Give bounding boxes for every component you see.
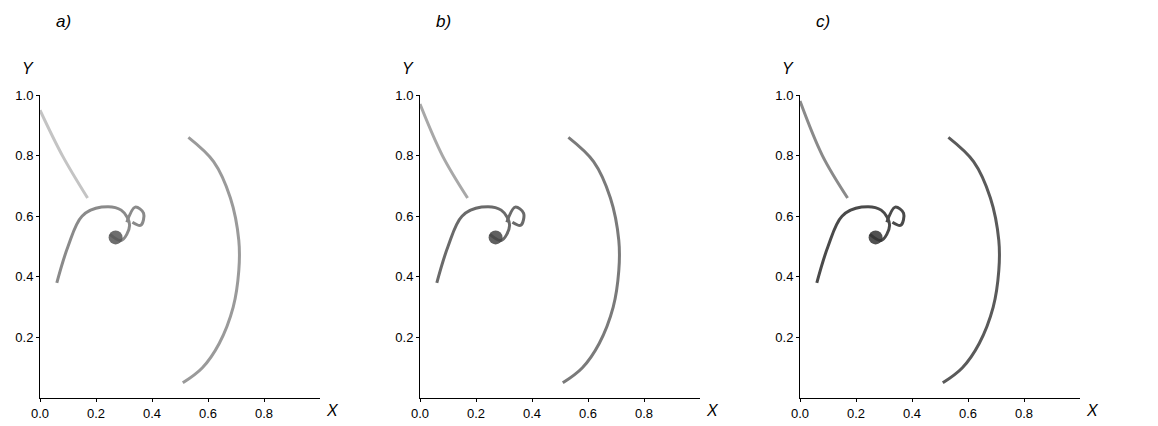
svg-text:0.6: 0.6 bbox=[15, 209, 33, 224]
svg-text:Y: Y bbox=[22, 60, 34, 77]
svg-text:0.6: 0.6 bbox=[199, 406, 217, 421]
svg-text:1.0: 1.0 bbox=[395, 88, 413, 103]
svg-text:0.4: 0.4 bbox=[903, 406, 921, 421]
svg-text:0.8: 0.8 bbox=[395, 148, 413, 163]
svg-text:0.2: 0.2 bbox=[467, 406, 485, 421]
svg-text:0.4: 0.4 bbox=[775, 269, 793, 284]
svg-text:0.8: 0.8 bbox=[255, 406, 273, 421]
svg-text:Y: Y bbox=[402, 60, 414, 77]
svg-text:0.6: 0.6 bbox=[579, 406, 597, 421]
svg-text:0.8: 0.8 bbox=[1015, 406, 1033, 421]
svg-text:X: X bbox=[706, 402, 719, 419]
svg-text:1.0: 1.0 bbox=[775, 88, 793, 103]
svg-text:X: X bbox=[326, 402, 339, 419]
svg-text:0.6: 0.6 bbox=[959, 406, 977, 421]
svg-text:0.0: 0.0 bbox=[791, 406, 809, 421]
svg-text:0.6: 0.6 bbox=[395, 209, 413, 224]
svg-text:0.2: 0.2 bbox=[395, 330, 413, 345]
svg-text:0.2: 0.2 bbox=[87, 406, 105, 421]
svg-text:a): a) bbox=[56, 12, 71, 31]
svg-text:0.4: 0.4 bbox=[395, 269, 413, 284]
svg-text:b): b) bbox=[436, 12, 451, 31]
svg-text:0.8: 0.8 bbox=[775, 148, 793, 163]
svg-text:0.4: 0.4 bbox=[143, 406, 161, 421]
svg-text:0.4: 0.4 bbox=[15, 269, 33, 284]
svg-text:0.2: 0.2 bbox=[847, 406, 865, 421]
svg-text:0.4: 0.4 bbox=[523, 406, 541, 421]
svg-text:0.2: 0.2 bbox=[775, 330, 793, 345]
svg-text:0.8: 0.8 bbox=[635, 406, 653, 421]
svg-text:0.0: 0.0 bbox=[411, 406, 429, 421]
svg-text:Y: Y bbox=[782, 60, 794, 77]
svg-text:0.0: 0.0 bbox=[31, 406, 49, 421]
svg-text:0.2: 0.2 bbox=[15, 330, 33, 345]
svg-text:0.6: 0.6 bbox=[775, 209, 793, 224]
svg-text:c): c) bbox=[816, 12, 830, 31]
svg-text:1.0: 1.0 bbox=[15, 88, 33, 103]
svg-text:0.8: 0.8 bbox=[15, 148, 33, 163]
svg-text:X: X bbox=[1086, 402, 1099, 419]
